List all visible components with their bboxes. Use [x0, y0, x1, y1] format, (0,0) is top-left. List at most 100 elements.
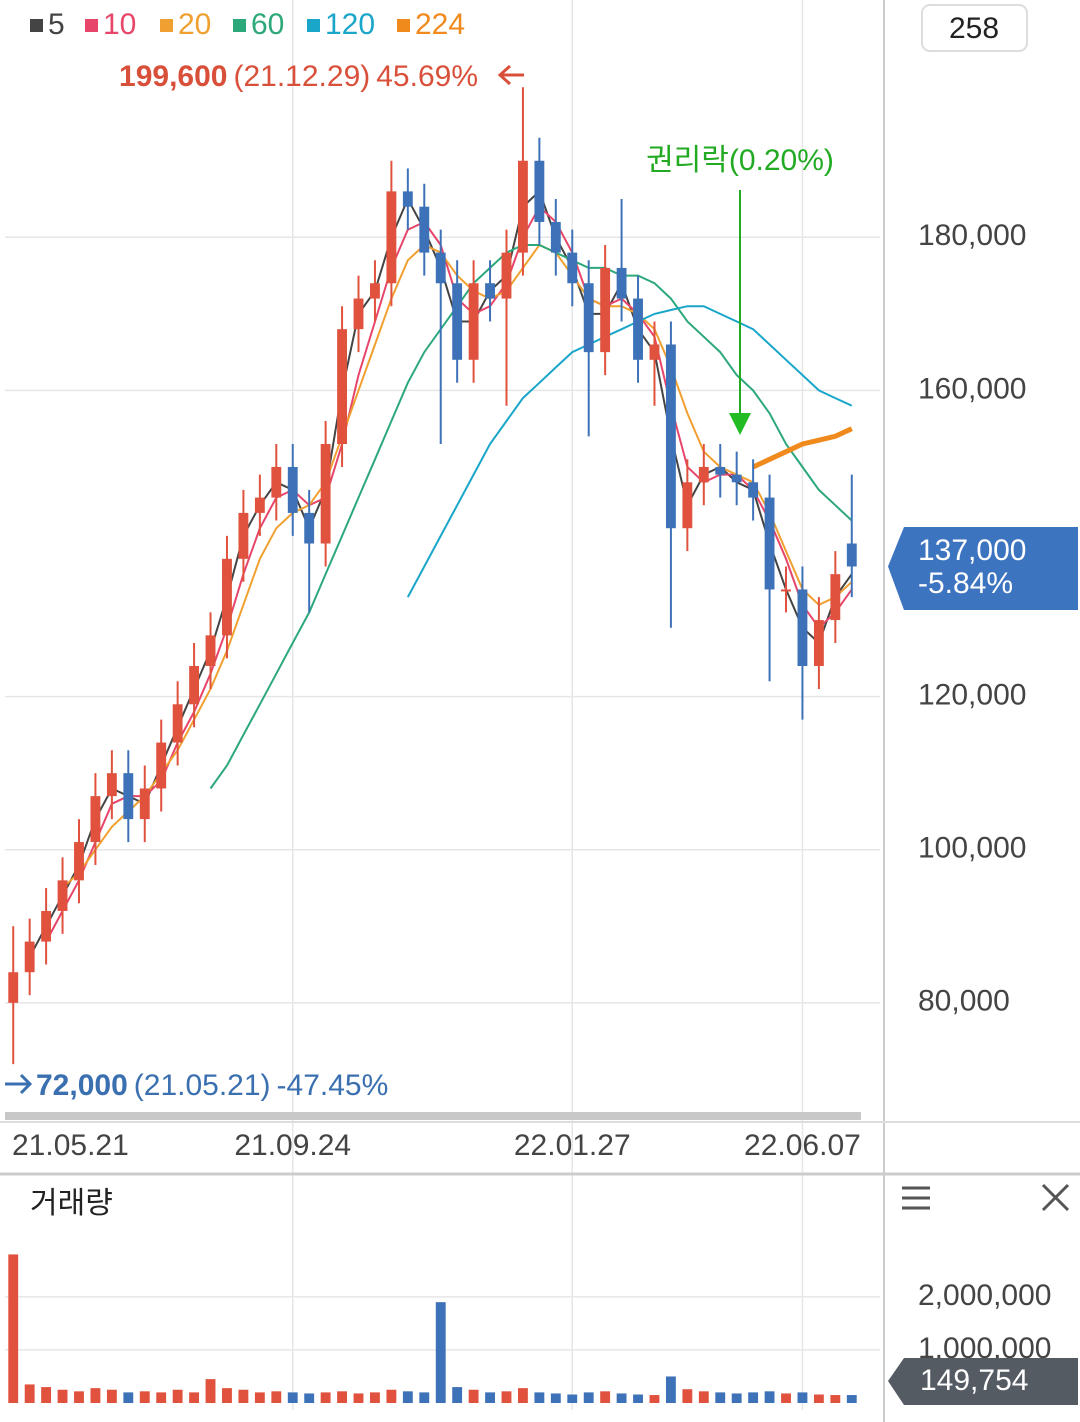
legend-label: 5 [48, 8, 65, 41]
volume-bar [600, 1391, 611, 1403]
price-badge-label: 137,000 [918, 534, 1026, 567]
volume-bar [830, 1395, 841, 1403]
candle-body [830, 574, 841, 621]
volume-badge [888, 1358, 1078, 1405]
volume-bar [698, 1391, 709, 1403]
min-change: -47.45% [277, 1069, 389, 1102]
annotation-arrowhead [729, 413, 751, 435]
min-label: 72,000 [36, 1069, 128, 1102]
volume-bar [402, 1391, 413, 1403]
close-icon[interactable] [1041, 1183, 1070, 1212]
min-annotation: 72,000 (21.05.21) -47.45% [36, 1069, 388, 1102]
candle-body [254, 497, 265, 513]
x-tick-label: 21.05.21 [12, 1129, 129, 1162]
candle-body [797, 589, 808, 666]
legend-swatch [307, 19, 320, 32]
volume-bar [715, 1392, 726, 1403]
candle-body [567, 252, 578, 284]
volume-bar [238, 1389, 249, 1403]
candle-body [781, 589, 791, 592]
volume-bar [501, 1391, 512, 1403]
candle-body [123, 773, 134, 820]
annotation: 권리락(0.20%) [646, 144, 834, 177]
candle-body [172, 704, 183, 743]
volume-bar [633, 1394, 643, 1403]
legend-label: 60 [251, 8, 284, 41]
ma-line [209, 244, 853, 790]
candle-body [485, 283, 495, 299]
candle-body [320, 444, 331, 544]
candle-body [731, 474, 742, 483]
candle-body [633, 298, 643, 360]
candle-body [139, 788, 150, 820]
y-tick-label: 120,000 [918, 679, 1026, 712]
x-tick-label: 21.09.24 [234, 1129, 351, 1162]
volume-bar [649, 1395, 660, 1403]
legend-swatch [397, 19, 410, 32]
volume-bar [90, 1388, 101, 1403]
min-date: (21.05.21) [134, 1069, 271, 1102]
candle-body [386, 191, 397, 284]
volume-bar [156, 1392, 167, 1403]
candle-body [616, 267, 627, 299]
candle-body [698, 466, 709, 483]
menu-icon[interactable] [902, 1186, 930, 1210]
candle-body [715, 466, 726, 475]
legend-swatch [233, 19, 246, 32]
volume-bars [8, 1254, 857, 1403]
volume-bar [731, 1393, 742, 1403]
max-arrow [497, 64, 524, 86]
candle-body [304, 512, 315, 544]
volume-tick-label: 2,000,000 [918, 1279, 1051, 1312]
volume-bar [337, 1391, 347, 1403]
volume-badge-label: 149,754 [920, 1364, 1028, 1397]
volume-bar [139, 1391, 150, 1403]
volume-bar [106, 1389, 117, 1403]
candle-body [501, 252, 512, 299]
volume-bar [41, 1387, 52, 1403]
y-tick-label: 100,000 [918, 832, 1026, 865]
y-tick-label: 180,000 [918, 219, 1026, 252]
volume-bar [287, 1392, 298, 1403]
volume-bar [452, 1387, 463, 1403]
candle-body [222, 558, 232, 636]
candle-body [189, 666, 200, 705]
candle-body [468, 283, 479, 360]
candle-body [74, 842, 84, 881]
volume-bar [682, 1389, 693, 1403]
candle-body [205, 635, 216, 666]
candle-body [435, 252, 446, 284]
candle-body [57, 880, 68, 911]
candle-body [337, 329, 347, 444]
volume-bar [189, 1392, 200, 1403]
y-tick-label: 160,000 [918, 372, 1026, 405]
legend-swatch [85, 19, 98, 32]
volume-bar [813, 1394, 824, 1403]
max-label: 199,600 [119, 60, 227, 93]
candle-body [238, 512, 249, 559]
volume-bar [320, 1392, 331, 1403]
volume-bar [74, 1391, 84, 1403]
candle-body [600, 267, 611, 353]
candle-body [649, 344, 660, 360]
volume-bar [764, 1391, 775, 1403]
volume-title: 거래량 [30, 1187, 113, 1220]
volume-bar [24, 1384, 35, 1403]
count-badge[interactable] [921, 4, 1028, 52]
candle-body [518, 160, 528, 253]
volume-bar [271, 1391, 282, 1403]
candle-body [156, 742, 167, 789]
candles [8, 87, 857, 1065]
ma-line [752, 426, 853, 470]
candle-body [90, 796, 101, 843]
scrollbar[interactable] [5, 1112, 861, 1120]
volume-bar [797, 1392, 808, 1403]
volume-bar [665, 1376, 676, 1403]
volume-bar [353, 1393, 364, 1403]
legend-swatch [30, 19, 43, 32]
volume-bar [304, 1393, 315, 1403]
candle-body [402, 191, 413, 207]
volume-bar [172, 1389, 183, 1403]
volume-bar [468, 1389, 479, 1403]
ma-line [406, 305, 853, 598]
